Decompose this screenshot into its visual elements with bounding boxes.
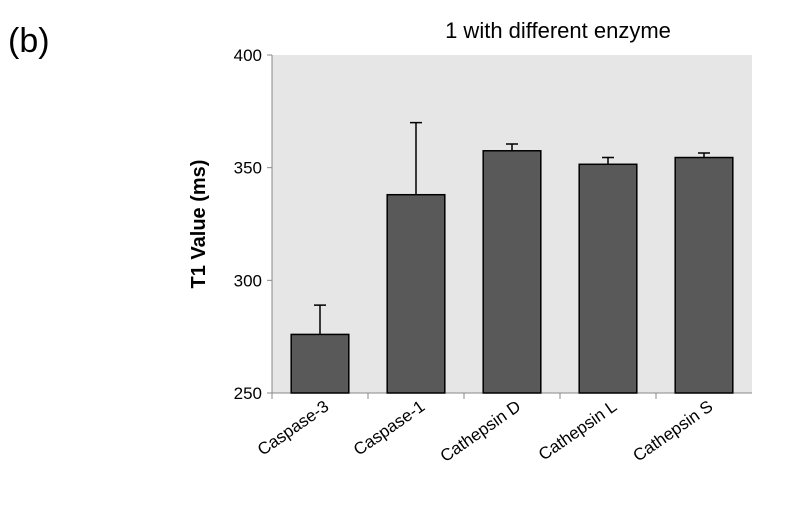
bar (674, 156, 734, 394)
error-bar (602, 156, 614, 165)
bar (386, 193, 446, 394)
x-tick-label: Cathepsin L (535, 397, 620, 465)
error-bar (314, 304, 326, 335)
y-tick-label: 400 (234, 46, 262, 65)
error-bar (698, 152, 710, 158)
y-tick-label: 300 (234, 271, 262, 290)
error-bar (506, 143, 518, 151)
error-bar (410, 121, 422, 195)
y-tick-label: 250 (234, 384, 262, 403)
y-tick-label: 350 (234, 159, 262, 178)
y-axis-label: T1 Value (ms) (188, 160, 210, 289)
panel-label: (b) (8, 22, 50, 60)
bar (578, 163, 638, 394)
x-tick-label: Caspase-3 (254, 397, 332, 460)
bar (482, 150, 542, 394)
bar (290, 333, 350, 394)
x-tick-label: Cathepsin D (437, 397, 525, 466)
chart-title: 1 with different enzyme (445, 18, 671, 43)
x-tick-label: Cathepsin S (630, 397, 717, 466)
x-tick-label: Caspase-1 (350, 397, 428, 460)
